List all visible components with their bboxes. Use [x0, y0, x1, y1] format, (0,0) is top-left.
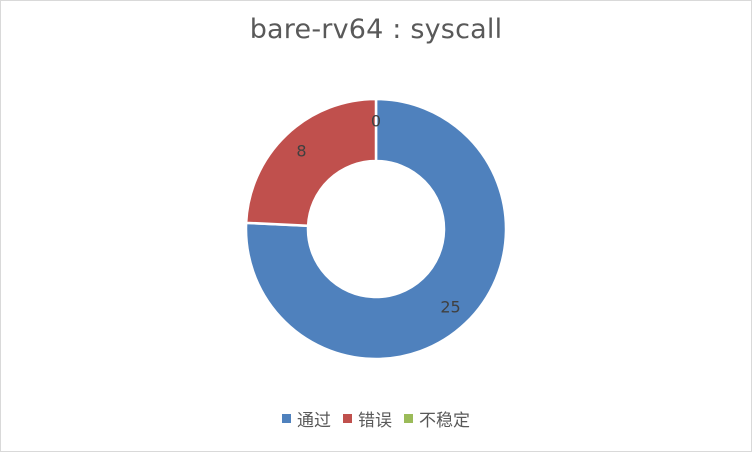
legend-item-unstable: 不稳定 — [404, 406, 470, 431]
legend-swatch-error — [343, 414, 352, 423]
legend-item-error: 错误 — [343, 406, 392, 431]
legend-item-pass: 通过 — [282, 406, 331, 431]
data-label-error: 8 — [296, 141, 306, 160]
slice-error — [244, 97, 378, 228]
legend-label-pass: 通过 — [297, 411, 331, 431]
legend-swatch-pass — [282, 414, 291, 423]
data-label-pass: 25 — [440, 298, 460, 317]
legend-label-unstable: 不稳定 — [419, 411, 470, 431]
slice-pass — [244, 97, 508, 361]
legend-label-error: 错误 — [358, 411, 392, 431]
chart-title: bare-rv64 : syscall — [249, 14, 503, 45]
legend-swatch-unstable — [404, 414, 413, 423]
data-label-unstable: 0 — [371, 112, 381, 131]
legend: 通过 错误 不稳定 — [0, 406, 752, 431]
